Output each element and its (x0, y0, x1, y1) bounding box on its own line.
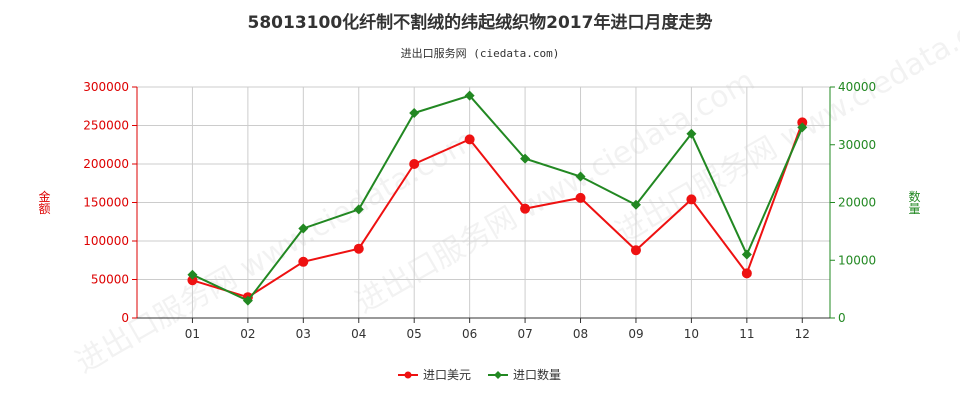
x-tick-label: 10 (684, 327, 699, 341)
series-1-point (741, 268, 752, 279)
series-2-point (187, 269, 198, 280)
right-tick-label: 20000 (838, 196, 876, 210)
axes: 050000100000150000200000250000300000金额01… (37, 80, 921, 341)
series-1-point (630, 245, 641, 256)
left-tick-label: 100000 (83, 234, 129, 248)
series-1-point (298, 256, 309, 267)
series-1-point (464, 134, 475, 145)
series-layer (187, 90, 808, 306)
series-2-point (353, 204, 364, 215)
left-tick-label: 200000 (83, 157, 129, 171)
series-2-point (630, 199, 641, 210)
x-tick-label: 11 (739, 327, 754, 341)
x-tick-label: 05 (407, 327, 422, 341)
x-tick-label: 07 (517, 327, 532, 341)
series-2-point (242, 295, 253, 306)
series-line-1 (192, 122, 804, 299)
x-tick-label: 04 (351, 327, 366, 341)
right-tick-label: 10000 (838, 253, 876, 267)
x-tick-label: 01 (185, 327, 200, 341)
x-tick-label: 03 (296, 327, 311, 341)
series-1-point (409, 159, 420, 169)
x-tick-label: 09 (628, 327, 643, 341)
series-1-point (575, 192, 586, 203)
series-2-point (797, 122, 808, 133)
series-1-point (520, 203, 531, 214)
legend-label-2: 进口数量 (513, 367, 561, 382)
chart-subtitle: 进出口服务网 (ciedata.com) (400, 47, 560, 60)
series-2-point (575, 171, 586, 182)
x-tick-label: 02 (240, 327, 255, 341)
series-1-point (353, 243, 364, 254)
right-axis-title: 数量 (907, 189, 921, 214)
series-1-point (686, 194, 697, 205)
right-tick-label: 40000 (838, 80, 876, 94)
left-tick-label: 50000 (91, 273, 129, 287)
left-axis-title: 金额 (37, 189, 51, 215)
series-2-point (409, 107, 420, 118)
x-tick-label: 08 (573, 327, 588, 341)
legend: 进口美元 进口数量 (398, 367, 561, 382)
series-2-point (464, 90, 475, 101)
left-tick-label: 0 (121, 311, 129, 325)
series-line-2 (192, 94, 804, 302)
series-2-point (741, 249, 752, 260)
left-tick-label: 150000 (83, 196, 129, 210)
right-tick-label: 0 (838, 311, 846, 325)
x-tick-label: 12 (795, 327, 810, 341)
legend-label-1: 进口美元 (423, 368, 471, 382)
series-2-point (520, 153, 531, 164)
series-1-point (187, 275, 198, 286)
left-tick-label: 250000 (83, 119, 129, 133)
legend-marker-2 (494, 371, 502, 379)
x-tick-label: 06 (462, 327, 477, 341)
series-1-point (797, 117, 808, 128)
series-2-point (298, 223, 309, 234)
legend-marker-1 (404, 371, 412, 379)
series-2-point (686, 128, 697, 139)
left-tick-label: 300000 (83, 80, 129, 94)
right-tick-label: 30000 (838, 138, 876, 152)
chart-title: 58013100化纤制不割绒的纬起绒织物2017年进口月度走势 (247, 13, 713, 33)
